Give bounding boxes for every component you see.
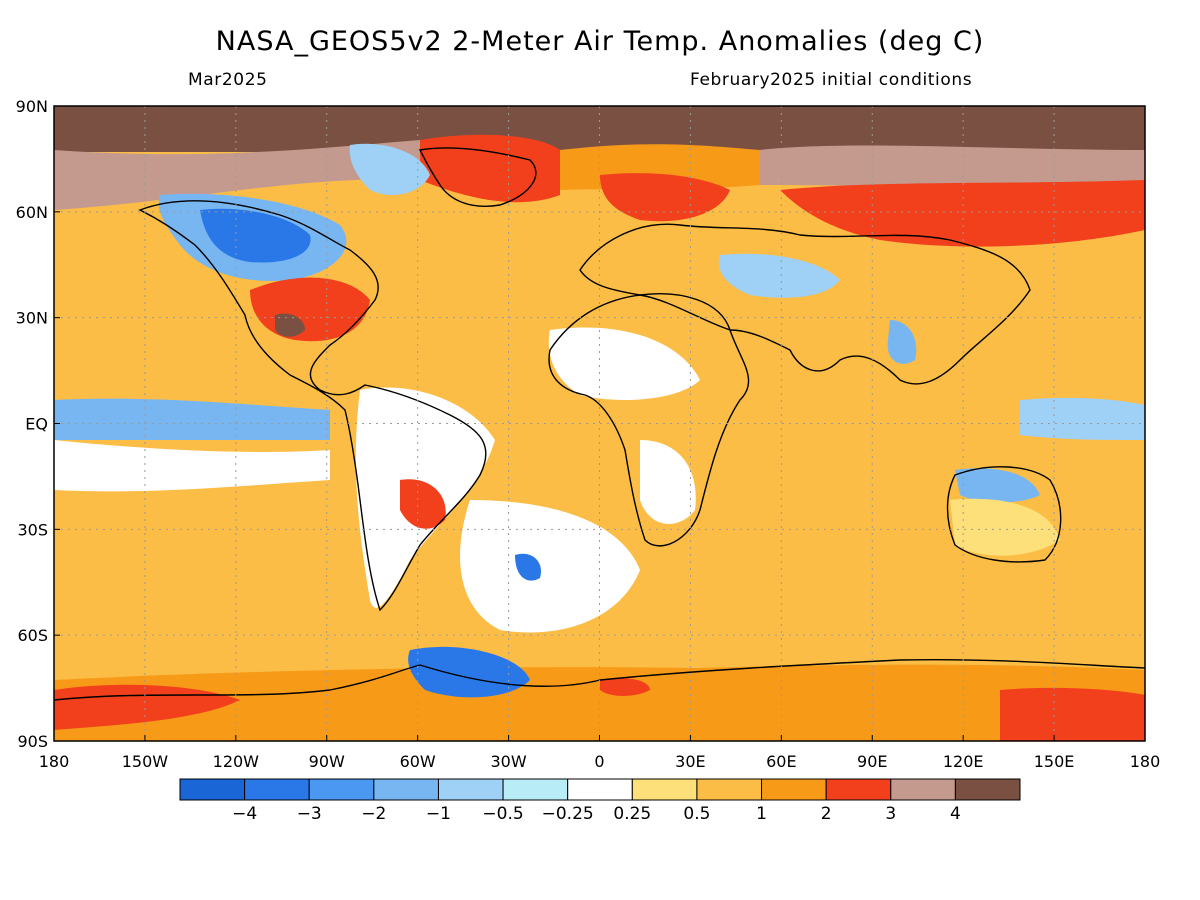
colorbar-label: −1: [426, 804, 451, 824]
colorbar-label: −0.5: [482, 804, 523, 824]
colorbar-swatch: [825, 778, 892, 801]
initial-conditions: February2025 initial conditions: [690, 70, 973, 90]
southern-africa-neutral: [640, 440, 696, 524]
longitude-label: 30E: [675, 752, 705, 771]
argentina-warm: [400, 479, 446, 529]
australia-light: [950, 498, 1060, 556]
coastline-eurasia: [579, 223, 1031, 385]
arctic-canada-band: [54, 140, 420, 210]
colorbar-label: 3: [885, 804, 896, 824]
south-atlantic-neutral: [460, 500, 640, 633]
latitude-label: 90S: [17, 732, 48, 751]
longitude-label: 30W: [490, 752, 526, 771]
australia-cold: [955, 468, 1040, 503]
colorbar-swatch: [502, 778, 569, 801]
coastline-antarctica: [54, 658, 1145, 701]
latitude-label: 30S: [17, 520, 48, 539]
coastline-greenland: [418, 147, 537, 207]
east-antarctica-warm: [1000, 687, 1145, 741]
map-title: NASA_GEOS5v2 2-Meter Air Temp. Anomalies…: [215, 26, 985, 57]
longitude-label: 90W: [309, 752, 345, 771]
colorbar-swatch: [890, 778, 956, 801]
longitude-label: 150W: [122, 752, 169, 771]
colorbar-swatch: [179, 778, 246, 801]
colorbar-label: 1: [756, 804, 767, 824]
colorbar-label: −3: [297, 804, 322, 824]
longitude-label: 180: [39, 752, 70, 771]
colorbar-label: −4: [232, 804, 257, 824]
colorbar-label: 0.5: [683, 804, 710, 824]
pacific-neutral-band: [54, 440, 330, 492]
grid-lines: [54, 106, 1145, 741]
colorbar-swatch: [373, 778, 439, 801]
colorbar-swatch: [308, 778, 375, 801]
colorbar-label: −2: [361, 804, 386, 824]
south-atlantic-cold: [515, 553, 541, 581]
latitude-label: 90N: [16, 97, 48, 116]
longitude-label: 0: [594, 752, 604, 771]
coastlines: [54, 147, 1145, 701]
sahara-neutral: [548, 327, 700, 400]
latitude-label: EQ: [25, 415, 48, 434]
colorbar-swatch: [244, 778, 310, 801]
southeast-asia-cold: [887, 320, 917, 364]
colorbar-swatch: [567, 778, 633, 801]
canada-cold-core: [200, 208, 311, 263]
latitude-label: 30N: [16, 309, 48, 328]
greenland-red: [420, 134, 560, 203]
scandinavia-warm: [600, 173, 730, 222]
forecast-month: Mar2025: [188, 70, 268, 90]
siberia-warm: [780, 180, 1145, 247]
longitude-label: 60W: [400, 752, 436, 771]
colorbar-swatch: [696, 778, 763, 801]
colorbar-label: −0.25: [542, 804, 594, 824]
latitude-label: 60S: [17, 626, 48, 645]
baffin-cold: [349, 143, 430, 195]
colorbar-label: 0.25: [613, 804, 651, 824]
longitude-label: 90E: [857, 752, 887, 771]
texas-hot: [275, 313, 305, 337]
longitude-label: 60E: [766, 752, 796, 771]
latitude-label: 60N: [16, 203, 48, 222]
central-asia-cold: [718, 253, 840, 298]
colorbar-label: 2: [821, 804, 832, 824]
colorbar-swatch: [761, 778, 827, 801]
longitude-label: 180: [1130, 752, 1161, 771]
weddell-cold: [408, 646, 530, 698]
colorbar-swatch: [954, 778, 1021, 801]
coastline-americas: [138, 200, 487, 612]
colorbar-swatch: [437, 778, 504, 801]
longitude-label: 150E: [1034, 752, 1075, 771]
colorbar-swatch: [631, 778, 698, 801]
west-pacific-cold: [1020, 397, 1145, 440]
longitude-axis: 180 150W 120W 90W 60W 30W 0 30E 60E 90E 120E 150E 18…: [39, 735, 1161, 771]
colorbar-label: 4: [950, 804, 961, 824]
antarctica-warm-spot: [600, 678, 650, 696]
latitude-axis: 90N 60N 30N EQ 30S 60S 90S: [16, 97, 60, 751]
longitude-label: 120W: [213, 752, 260, 771]
longitude-label: 120E: [943, 752, 984, 771]
coastline-africa: [548, 293, 750, 547]
colorbar: −4 −3 −2 −1 −0.5 −0.25 0.25 0.5 1 2 3 4: [179, 778, 1021, 824]
pacific-cold-band: [54, 398, 330, 440]
coastline-australia: [946, 466, 1062, 563]
